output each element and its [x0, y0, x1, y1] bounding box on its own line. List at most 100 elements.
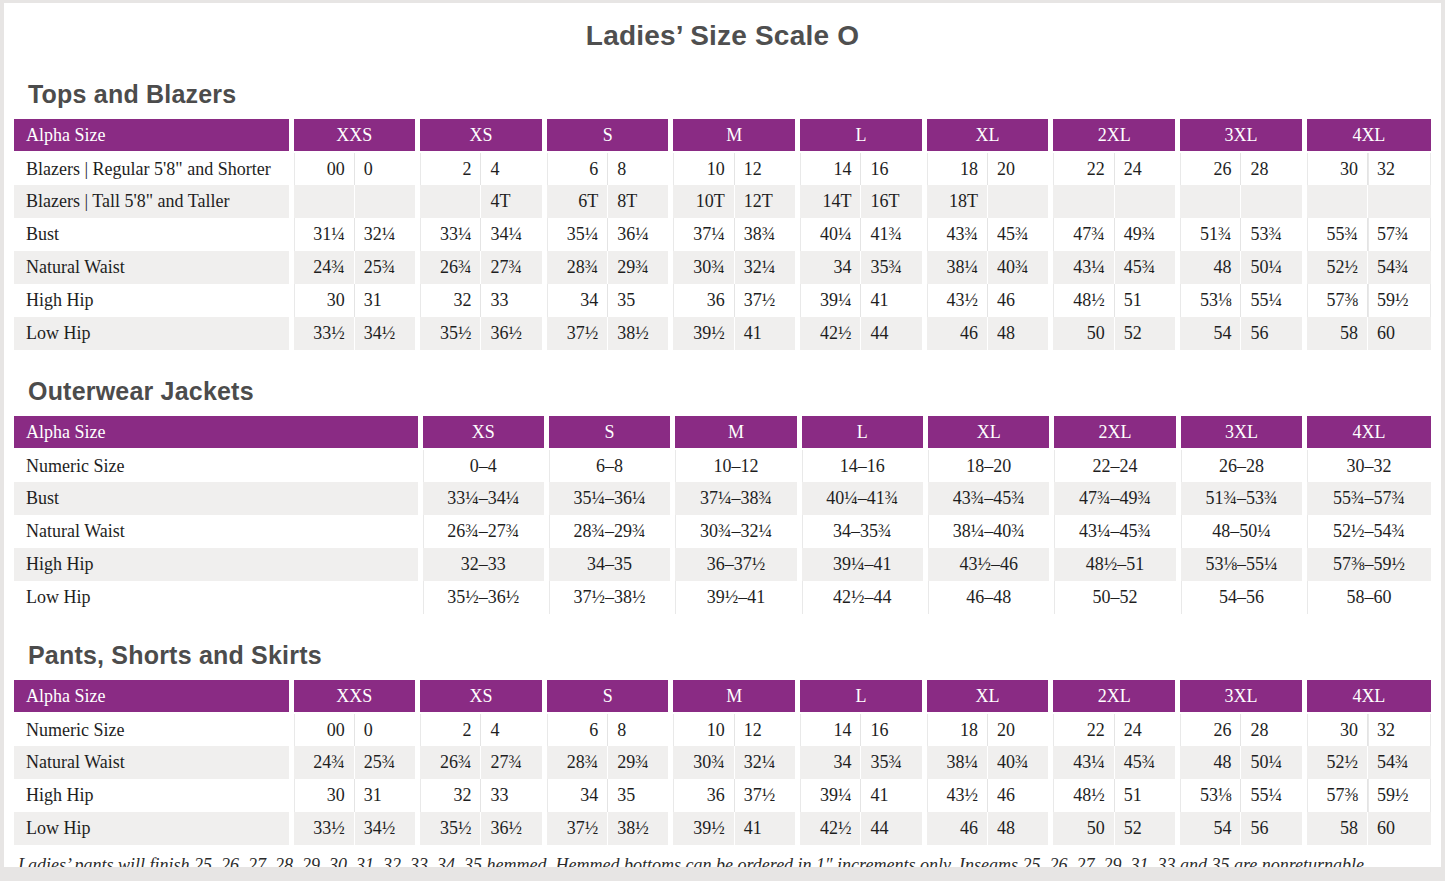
size-cell: 27¾	[481, 251, 544, 284]
size-cell: 39¼	[798, 284, 861, 317]
size-cell: 48½	[1051, 779, 1114, 812]
size-cell: 41	[734, 317, 797, 350]
column-header-s: S	[546, 416, 672, 449]
header-row: Alpha SizeXXSXSSMLXL2XL3XL4XL	[14, 119, 1431, 152]
size-cell: 32	[1368, 713, 1431, 746]
table-row: High Hip3031323334353637½39¼4143½4648½51…	[14, 779, 1431, 812]
size-cell: 55¾	[1304, 218, 1367, 251]
size-cell: 26–28	[1178, 449, 1304, 482]
column-header-4xl: 4XL	[1304, 119, 1431, 152]
size-cell: 6	[544, 713, 607, 746]
size-cell: 50	[1051, 317, 1114, 350]
size-cell: 42½–44	[799, 581, 925, 614]
size-cell: 14–16	[799, 449, 925, 482]
size-cell: 54¾	[1368, 251, 1431, 284]
size-cell: 41	[861, 284, 924, 317]
table-row: Bust31¼32¼33¼34¼35¼36¼37¼38¾40¼41¾43¾45¾…	[14, 218, 1431, 251]
size-cell: 8	[608, 713, 671, 746]
column-header-4xl: 4XL	[1305, 416, 1431, 449]
table-row: Natural Waist26¾–27¾28¾–29¾30¾–32¼34–35¾…	[14, 515, 1431, 548]
table-outerwear-jackets: Alpha SizeXSSMLXL2XL3XL4XLNumeric Size0–…	[14, 416, 1431, 614]
size-cell: 44	[861, 812, 924, 845]
column-header-2xl: 2XL	[1051, 680, 1178, 713]
size-cell: 60	[1368, 317, 1431, 350]
footnote: Ladies’ pants will finish 25, 26, 27, 28…	[18, 854, 1427, 867]
header-row: Alpha SizeXXSXSSMLXL2XL3XL4XL	[14, 680, 1431, 713]
row-label: Low Hip	[14, 317, 291, 350]
size-cell: 37½	[544, 317, 607, 350]
size-cell: 31	[354, 284, 417, 317]
size-cell: 0	[354, 152, 417, 185]
page-title: Ladies’ Size Scale O	[4, 19, 1441, 53]
table-header: Alpha SizeXXSXSSMLXL2XL3XL4XL	[14, 119, 1431, 152]
row-label: High Hip	[14, 284, 291, 317]
size-cell	[291, 185, 354, 218]
size-cell: 30	[291, 284, 354, 317]
size-cell: 55¾–57¾	[1305, 482, 1431, 515]
size-cell: 10	[671, 152, 734, 185]
row-label: High Hip	[14, 779, 291, 812]
size-cell: 43¼	[1051, 251, 1114, 284]
row-label: Numeric Size	[14, 713, 291, 746]
size-cell: 34¼	[481, 218, 544, 251]
size-cell	[1241, 185, 1304, 218]
size-cell: 34–35	[546, 548, 672, 581]
size-cell: 37½	[544, 812, 607, 845]
size-cell: 43½	[924, 779, 987, 812]
size-cell: 48–50¼	[1178, 515, 1304, 548]
size-cell: 32¼	[734, 746, 797, 779]
size-cell: 6	[544, 152, 607, 185]
size-cell: 58	[1304, 812, 1367, 845]
size-cell: 36	[671, 284, 734, 317]
size-cell: 56	[1241, 812, 1304, 845]
size-cell: 37¼	[671, 218, 734, 251]
size-cell: 39¼–41	[799, 548, 925, 581]
table-pants-shorts-and-skirts: Alpha SizeXXSXSSMLXL2XL3XL4XLNumeric Siz…	[14, 680, 1431, 845]
size-cell: 4T	[481, 185, 544, 218]
size-cell: 2	[418, 152, 481, 185]
size-cell: 16T	[861, 185, 924, 218]
column-header-2xl: 2XL	[1051, 119, 1178, 152]
size-cell: 51¾	[1178, 218, 1241, 251]
size-cell: 14T	[798, 185, 861, 218]
size-cell: 28¾	[544, 746, 607, 779]
size-cell: 42½	[798, 317, 861, 350]
size-cell: 41¾	[861, 218, 924, 251]
size-cell: 49¾	[1114, 218, 1177, 251]
row-label: Natural Waist	[14, 515, 420, 548]
size-cell	[988, 185, 1051, 218]
size-cell: 38¼–40¾	[926, 515, 1052, 548]
size-cell: 28	[1241, 152, 1304, 185]
size-cell: 35¾	[861, 251, 924, 284]
size-cell: 34–35¾	[799, 515, 925, 548]
size-cell: 24	[1114, 713, 1177, 746]
size-cell: 53⅛	[1178, 779, 1241, 812]
column-header-l: L	[799, 416, 925, 449]
size-cell: 48	[988, 317, 1051, 350]
table-row: High Hip32–3334–3536–37½39¼–4143½–4648½–…	[14, 548, 1431, 581]
size-cell: 54	[1178, 317, 1241, 350]
column-header-xxs: XXS	[291, 680, 418, 713]
size-cell: 34	[798, 251, 861, 284]
size-cell: 45¾	[988, 218, 1051, 251]
table-row: Natural Waist24¾25¾26¾27¾28¾29¾30¾32¼343…	[14, 251, 1431, 284]
size-cell: 60	[1368, 812, 1431, 845]
column-header-xs: XS	[420, 416, 546, 449]
size-cell: 51	[1114, 779, 1177, 812]
size-cell: 33¼–34¼	[420, 482, 546, 515]
size-cell: 54	[1178, 812, 1241, 845]
row-label: Low Hip	[14, 812, 291, 845]
size-cell: 48	[1178, 746, 1241, 779]
table-body: Numeric Size0002468101214161820222426283…	[14, 713, 1431, 845]
size-cell: 29¾	[608, 251, 671, 284]
size-cell: 20	[988, 152, 1051, 185]
section-heading-outerwear-jackets: Outerwear Jackets	[28, 376, 1441, 406]
size-cell: 0	[354, 713, 417, 746]
size-cell: 6–8	[546, 449, 672, 482]
size-cell: 18	[924, 152, 987, 185]
size-cell: 57¾	[1368, 218, 1431, 251]
size-cell: 47¾	[1051, 218, 1114, 251]
row-label: Blazers | Regular 5'8" and Shorter	[14, 152, 291, 185]
column-header-3xl: 3XL	[1178, 680, 1305, 713]
size-cell: 58–60	[1305, 581, 1431, 614]
